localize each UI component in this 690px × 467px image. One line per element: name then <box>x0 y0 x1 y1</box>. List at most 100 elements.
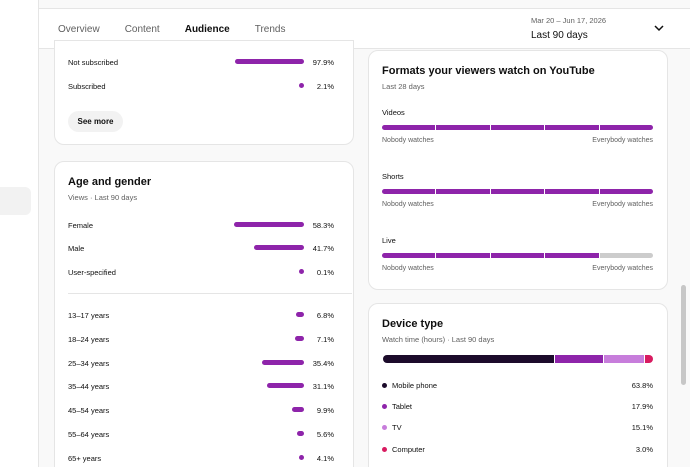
scale-high-label: Everybody watches <box>592 265 653 272</box>
gender-row-female: Female 58.3% <box>68 218 334 232</box>
gender-row-user-specified: User-specified 0.1% <box>68 265 334 279</box>
device-bar-segment <box>644 355 653 363</box>
age-bar <box>299 455 304 460</box>
device-row-tv: TV 15.1% <box>382 422 653 434</box>
gender-row-male: Male 41.7% <box>68 241 334 255</box>
device-bar-segment <box>383 355 554 363</box>
age-value: 5.6% <box>316 430 334 439</box>
meter-segment <box>490 189 545 194</box>
gender-bar <box>254 245 304 250</box>
gender-bar <box>234 222 304 227</box>
age-label: 65+ years <box>68 454 102 463</box>
device-row-tablet: Tablet 17.9% <box>382 401 653 413</box>
card-subtitle: Last 28 days <box>382 82 425 91</box>
device-value: 63.8% <box>631 381 653 390</box>
meter-segment <box>436 253 490 258</box>
scale-high-label: Everybody watches <box>592 201 653 208</box>
age-row: 65+ years 4.1% <box>68 451 334 465</box>
gender-label: Female <box>68 221 94 230</box>
meter-segment <box>599 125 654 130</box>
age-gender-card: Age and gender Views · Last 90 days Fema… <box>54 161 354 467</box>
device-label: Computer <box>392 445 425 454</box>
date-range-picker[interactable]: Mar 20 – Jun 17, 2026 Last 90 days <box>531 16 606 41</box>
card-title: Formats your viewers watch on YouTube <box>382 65 595 77</box>
sub-row-label: Subscribed <box>68 82 106 91</box>
format-meter-videos <box>382 125 654 130</box>
sub-row-value: 97.9% <box>312 58 334 67</box>
divider <box>68 293 352 294</box>
device-bar-segment <box>554 355 603 363</box>
see-more-button[interactable]: See more <box>68 111 123 132</box>
age-row: 18–24 years 7.1% <box>68 332 334 346</box>
device-stacked-bar <box>383 355 653 363</box>
meter-segment <box>490 253 545 258</box>
meter-segment <box>545 125 599 130</box>
age-value: 7.1% <box>316 335 334 344</box>
gender-value: 41.7% <box>312 244 334 253</box>
device-label: Mobile phone <box>392 381 438 390</box>
card-title: Device type <box>382 318 444 330</box>
device-value: 17.9% <box>631 402 653 411</box>
age-bar <box>297 431 304 436</box>
sub-row-label: Not subscribed <box>68 58 119 67</box>
age-row: 35–44 years 31.1% <box>68 379 334 393</box>
sub-row-not-subscribed: Not subscribed 97.9% <box>68 55 334 69</box>
device-label: TV <box>392 423 402 432</box>
age-bar <box>262 360 304 365</box>
formats-card: Formats your viewers watch on YouTube La… <box>368 50 668 290</box>
age-value: 4.1% <box>316 454 334 463</box>
gender-label: Male <box>68 244 85 253</box>
gender-value: 0.1% <box>316 268 334 277</box>
age-label: 35–44 years <box>68 382 110 391</box>
legend-dot <box>382 447 387 452</box>
meter-segment <box>545 189 599 194</box>
age-label: 18–24 years <box>68 335 110 344</box>
meter-segment <box>382 125 436 130</box>
device-value: 15.1% <box>631 423 653 432</box>
age-label: 45–54 years <box>68 406 110 415</box>
scale-low-label: Nobody watches <box>382 137 434 144</box>
legend-dot <box>382 404 387 409</box>
subscription-card: Not subscribed 97.9% Subscribed 2.1% See… <box>54 40 354 145</box>
age-value: 35.4% <box>312 359 334 368</box>
sub-row-subscribed: Subscribed 2.1% <box>68 79 334 93</box>
sub-row-bar <box>235 59 304 64</box>
card-title: Age and gender <box>68 176 152 188</box>
age-row: 13–17 years 6.8% <box>68 308 334 322</box>
format-scale: Nobody watches Everybody watches <box>382 265 653 272</box>
age-label: 25–34 years <box>68 359 110 368</box>
format-label-shorts: Shorts <box>382 172 404 181</box>
format-meter-live <box>382 253 654 258</box>
gender-value: 58.3% <box>312 221 334 230</box>
tab-overview[interactable]: Overview <box>58 24 100 35</box>
meter-segment <box>599 189 654 194</box>
age-row: 55–64 years 5.6% <box>68 427 334 441</box>
format-scale: Nobody watches Everybody watches <box>382 137 653 144</box>
tab-content[interactable]: Content <box>124 24 160 35</box>
sub-row-bar <box>299 83 304 88</box>
gender-bar <box>299 269 304 274</box>
meter-segment <box>436 189 490 194</box>
device-bar-segment <box>603 355 644 363</box>
analytics-main: Overview Content Audience Trends Mar 20 … <box>39 0 690 467</box>
age-bar <box>267 383 304 388</box>
age-value: 9.9% <box>316 406 334 415</box>
format-label-videos: Videos <box>382 108 405 117</box>
tab-trends[interactable]: Trends <box>254 24 286 35</box>
device-row-computer: Computer 3.0% <box>382 444 653 456</box>
age-row: 45–54 years 9.9% <box>68 403 334 417</box>
age-bar <box>295 336 304 341</box>
left-nav-rail <box>0 0 39 467</box>
scale-low-label: Nobody watches <box>382 201 434 208</box>
chevron-down-icon[interactable] <box>653 22 665 34</box>
age-label: 55–64 years <box>68 430 110 439</box>
meter-segment <box>490 125 545 130</box>
device-value: 3.0% <box>635 445 653 454</box>
card-subtitle: Views · Last 90 days <box>68 193 138 202</box>
scrollbar-thumb[interactable] <box>681 285 686 385</box>
meter-segment <box>545 253 599 258</box>
age-value: 31.1% <box>312 382 334 391</box>
date-period-text: Last 90 days <box>531 30 588 41</box>
gender-label: User-specified <box>68 268 116 277</box>
nav-item-selected[interactable] <box>0 187 31 215</box>
